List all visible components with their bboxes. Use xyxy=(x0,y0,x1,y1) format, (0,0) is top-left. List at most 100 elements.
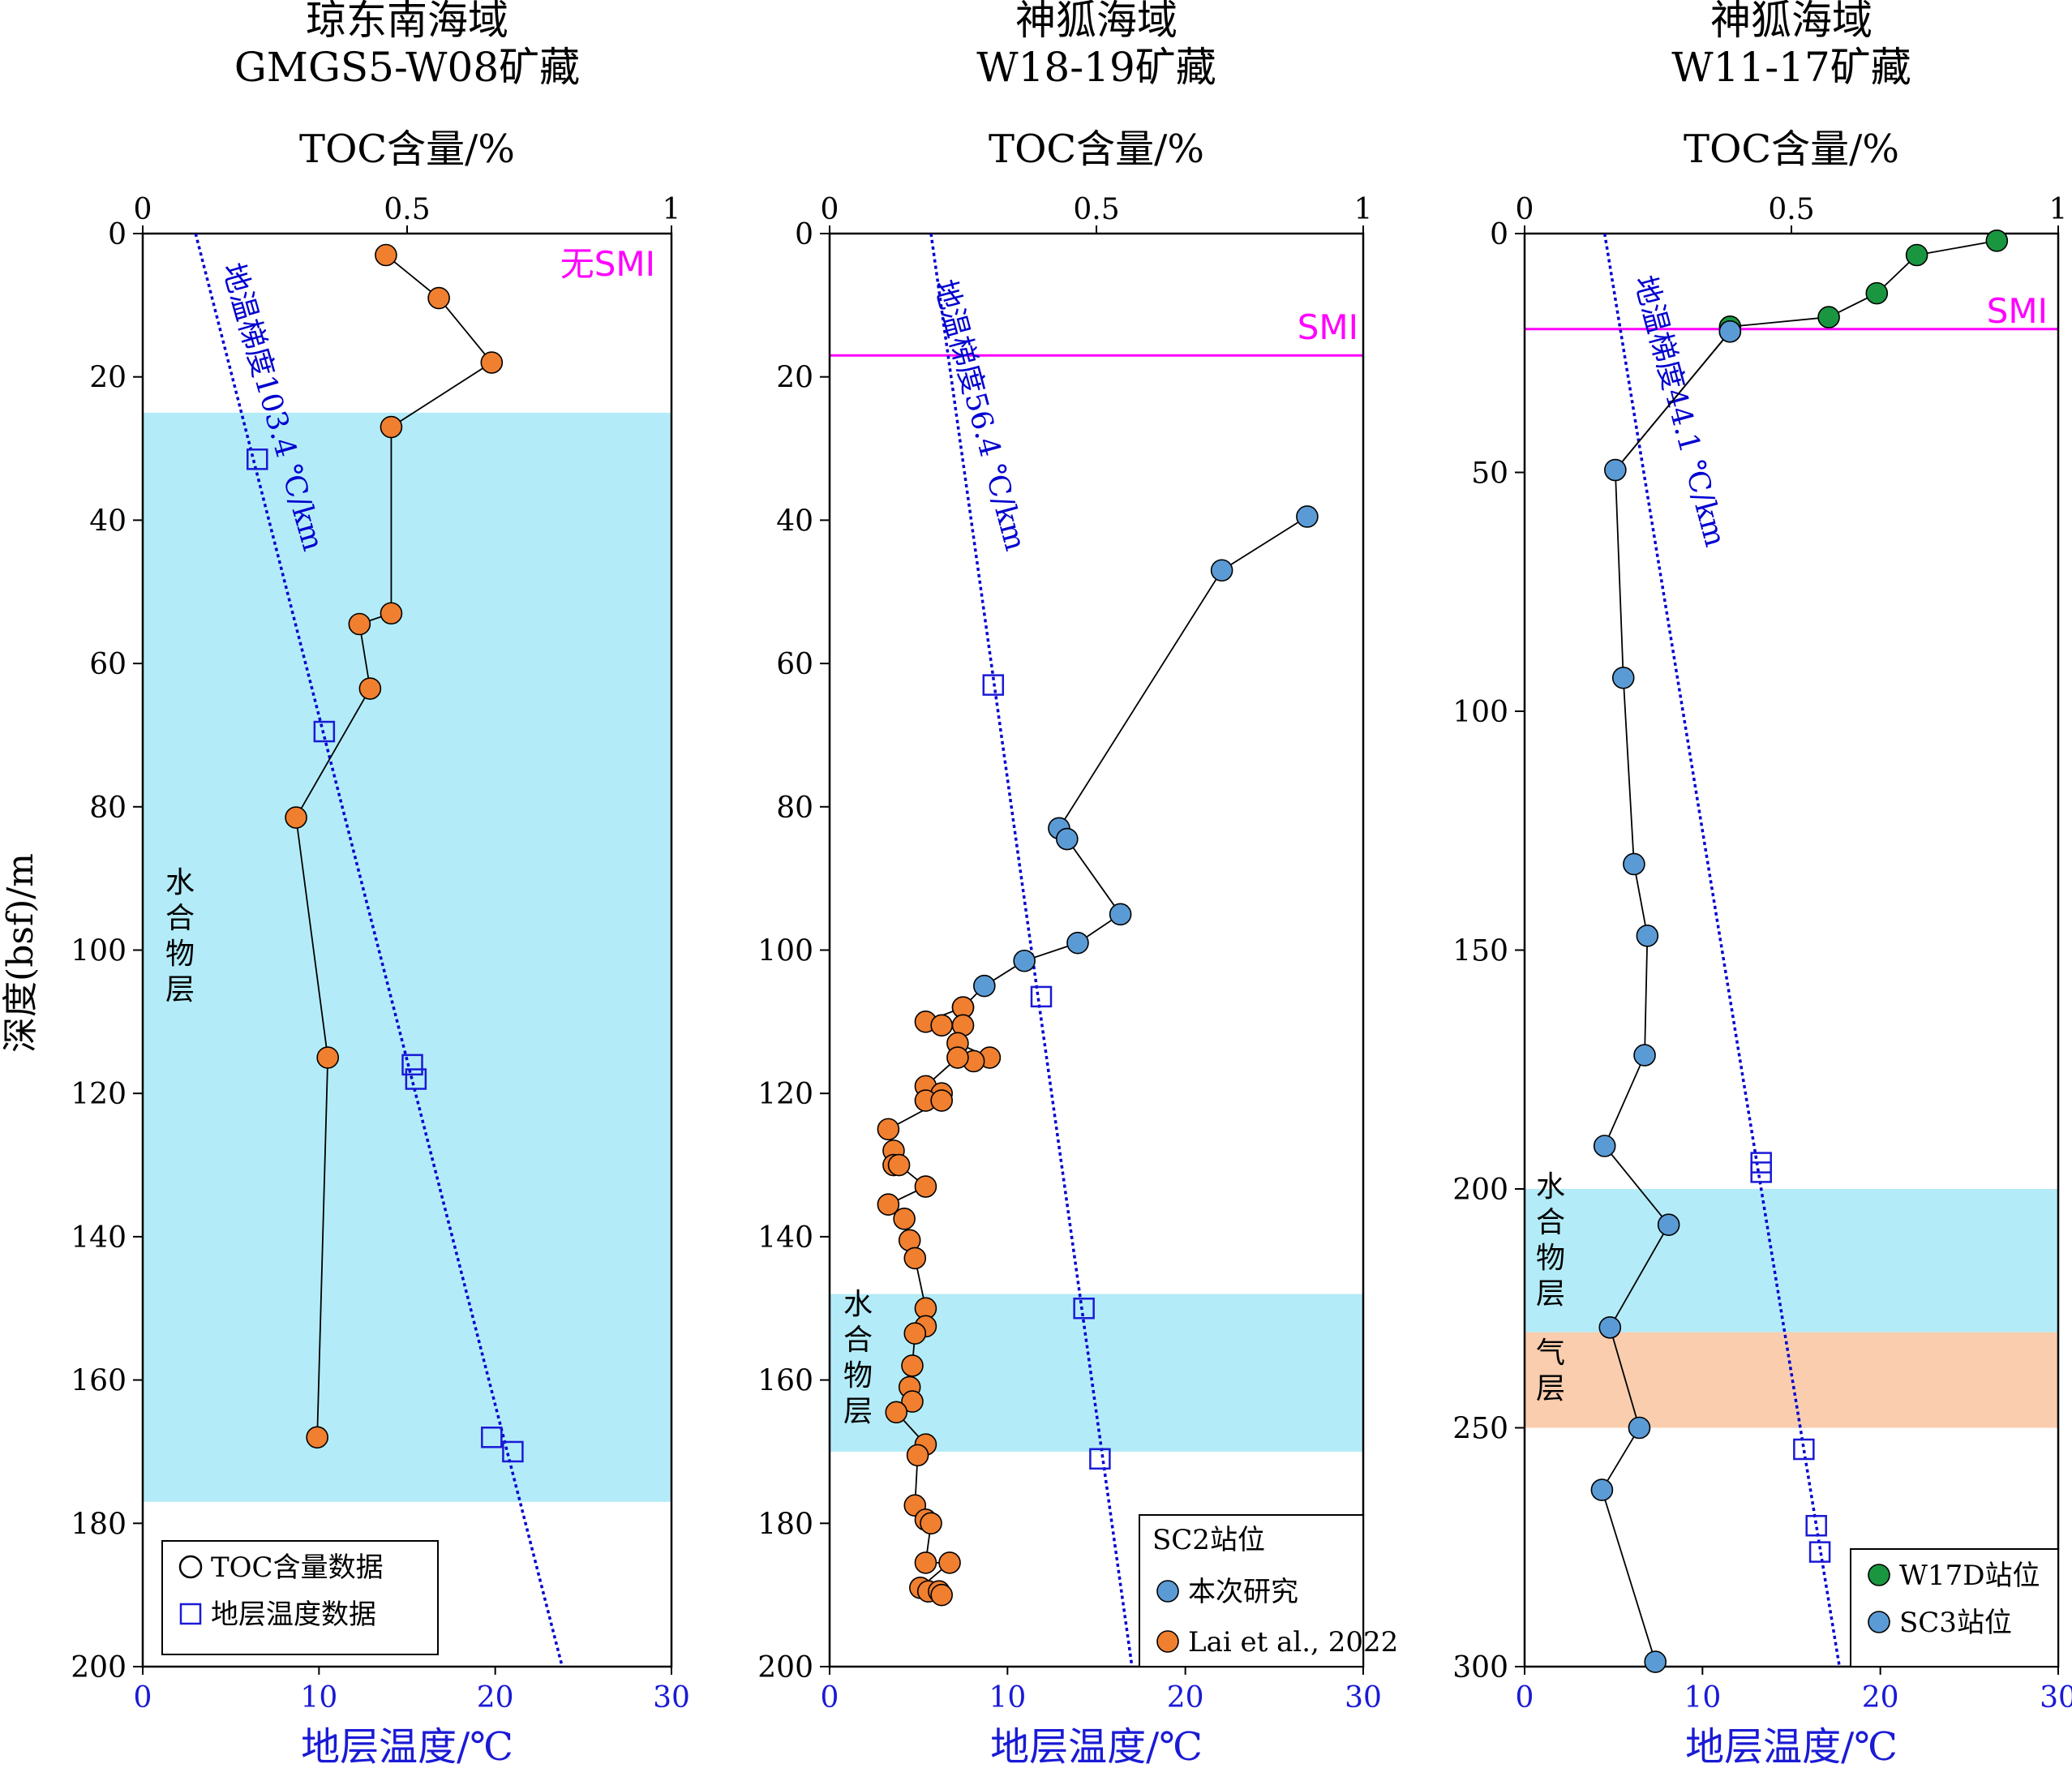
gradient-label: 地温梯度56.4 ℃/km xyxy=(928,277,1032,555)
toc-point xyxy=(914,1551,937,1574)
depth-axis-label: 深度(bsf)/m xyxy=(0,853,41,1053)
toc-point xyxy=(380,415,403,439)
toc-point xyxy=(375,243,397,267)
toc-point xyxy=(1985,230,2009,252)
top-tick-label: 1 xyxy=(2049,193,2068,226)
temperature-point xyxy=(502,1440,524,1463)
smi-label: SMI xyxy=(1987,291,2048,331)
depth-tick-label: 300 xyxy=(1452,1651,1508,1684)
zone-band-0 xyxy=(143,412,671,1502)
toc-point xyxy=(480,351,504,374)
zone-label-char: 物 xyxy=(843,1359,873,1393)
toc-point xyxy=(1593,1135,1616,1157)
toc-point xyxy=(1644,1650,1667,1673)
panel-subtitle: W11-17矿藏 xyxy=(1671,44,1911,91)
toc-point xyxy=(1623,852,1645,876)
depth-tick-label: 100 xyxy=(757,935,813,968)
toc-point xyxy=(1590,1478,1614,1501)
bottom-axis-label: 地层温度/℃ xyxy=(990,1724,1203,1768)
depth-tick-label: 0 xyxy=(108,218,127,251)
bottom-tick-label: 20 xyxy=(477,1681,514,1714)
temperature-point xyxy=(1793,1438,1815,1461)
toc-point xyxy=(930,1089,953,1112)
toc-point xyxy=(1013,949,1036,972)
toc-point xyxy=(901,1390,924,1413)
top-axis-label: TOC含量/% xyxy=(1684,127,1899,172)
temperature-point xyxy=(1030,985,1053,1008)
toc-series-line-0 xyxy=(962,516,1308,1008)
toc-point xyxy=(901,1354,924,1377)
depth-tick-label: 0 xyxy=(795,218,813,251)
zone-label-char: 水 xyxy=(843,1288,873,1321)
toc-point xyxy=(1628,1416,1651,1440)
zone-band-0 xyxy=(1525,1189,2058,1332)
toc-point xyxy=(380,602,403,625)
panel-subtitle: W18-19矿藏 xyxy=(976,44,1216,91)
bottom-tick-label: 0 xyxy=(1516,1681,1534,1714)
temperature-point xyxy=(313,720,336,743)
depth-tick-label: 250 xyxy=(1452,1413,1508,1446)
toc-point xyxy=(427,286,450,310)
bottom-tick-label: 20 xyxy=(1862,1681,1899,1714)
top-tick-label: 0 xyxy=(134,193,152,226)
toc-point xyxy=(914,1175,937,1198)
depth-tick-label: 60 xyxy=(89,648,127,681)
bottom-tick-label: 10 xyxy=(300,1681,337,1714)
toc-series-line-0 xyxy=(295,254,493,1438)
top-tick-label: 0.5 xyxy=(1073,193,1119,226)
legend-marker xyxy=(1868,1611,1890,1633)
toc-point xyxy=(938,1551,961,1574)
bottom-tick-label: 10 xyxy=(1684,1681,1721,1714)
legend-marker xyxy=(1156,1630,1179,1653)
depth-tick-label: 140 xyxy=(71,1221,127,1255)
panel-title: 神狐海域 xyxy=(1015,0,1178,44)
depth-tick-label: 50 xyxy=(1471,457,1508,491)
temperature-point xyxy=(401,1054,423,1076)
bottom-tick-label: 10 xyxy=(989,1681,1026,1714)
depth-tick-label: 40 xyxy=(89,504,127,538)
toc-point xyxy=(348,612,371,636)
legend-label: 本次研究 xyxy=(1188,1576,1298,1608)
legend-marker xyxy=(1156,1580,1179,1603)
toc-point xyxy=(1604,458,1627,482)
toc-point xyxy=(946,1046,969,1069)
gradient-label: 地温梯度44.1 ℃/km xyxy=(1628,272,1732,551)
plot-frame xyxy=(1523,232,2060,1668)
depth-tick-label: 20 xyxy=(89,362,127,395)
zone-label-0: 水合物层 xyxy=(843,1288,873,1428)
top-tick-label: 0 xyxy=(821,193,839,226)
legend-label: 地层温度数据 xyxy=(211,1598,376,1631)
depth-tick-label: 120 xyxy=(757,1078,813,1111)
toc-point xyxy=(877,1118,900,1141)
toc-point xyxy=(887,1153,911,1177)
legend-marker xyxy=(179,1603,202,1625)
bottom-axis-label: 地层温度/℃ xyxy=(301,1724,513,1768)
zone-label-char: 合 xyxy=(165,902,195,935)
depth-tick-label: 0 xyxy=(1490,218,1508,251)
toc-point xyxy=(893,1208,916,1230)
toc-point xyxy=(1905,243,1928,267)
zone-label-char: 层 xyxy=(1536,1372,1565,1405)
temperature-point xyxy=(1805,1514,1827,1537)
bottom-axis-label: 地层温度/℃ xyxy=(1685,1724,1898,1768)
gradient-line xyxy=(1602,233,1841,1667)
toc-point xyxy=(1598,1316,1622,1339)
toc-point xyxy=(1633,1044,1656,1066)
depth-tick-label: 60 xyxy=(776,648,813,681)
zone-label-char: 水 xyxy=(1536,1170,1565,1204)
legend-label: TOC含量数据 xyxy=(211,1551,384,1584)
toc-point xyxy=(1817,306,1840,328)
bottom-tick-label: 30 xyxy=(1345,1681,1382,1714)
toc-point xyxy=(906,1444,929,1467)
depth-tick-label: 200 xyxy=(757,1651,813,1684)
depth-tick-label: 160 xyxy=(757,1365,813,1398)
toc-point xyxy=(903,1322,927,1345)
bottom-tick-label: 0 xyxy=(134,1681,152,1714)
temperature-point xyxy=(1089,1448,1111,1470)
legend-label: Lai et al., 2022 xyxy=(1188,1626,1398,1659)
temperature-point xyxy=(1750,1161,1772,1183)
depth-tick-label: 100 xyxy=(1452,696,1508,729)
bottom-tick-label: 20 xyxy=(1167,1681,1204,1714)
